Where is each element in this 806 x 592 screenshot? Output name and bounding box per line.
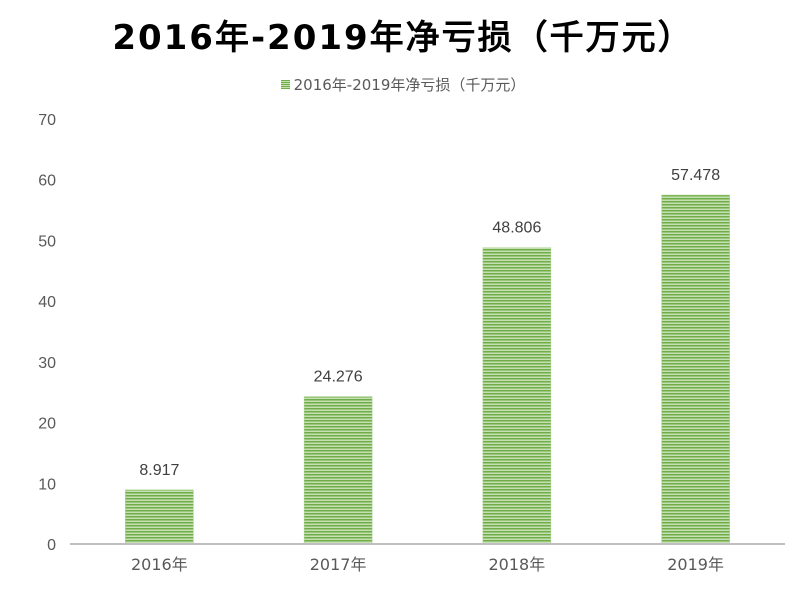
- y-tick-label: 40: [38, 294, 56, 311]
- y-tick-label: 0: [47, 537, 56, 554]
- y-tick-label: 30: [38, 355, 56, 372]
- data-label: 24.276: [314, 369, 363, 386]
- x-tick-label: 2017年: [310, 555, 367, 574]
- legend: 2016年-2019年净亏损（千万元）: [0, 74, 806, 95]
- data-label: 48.806: [492, 220, 541, 237]
- legend-swatch: [280, 80, 290, 89]
- chart-title: 2016年-2019年净亏损（千万元）: [112, 18, 694, 58]
- data-label: 57.478: [671, 167, 720, 184]
- y-tick-label: 50: [38, 233, 56, 250]
- y-tick-label: 70: [38, 112, 56, 129]
- x-tick-label: 2018年: [489, 555, 546, 574]
- data-label: 8.917: [139, 462, 179, 479]
- bar: [303, 396, 373, 545]
- legend-label: 2016年-2019年净亏损（千万元）: [293, 76, 526, 94]
- y-tick-label: 60: [38, 173, 56, 190]
- x-tick-label: 2016年: [131, 555, 188, 574]
- bar: [125, 489, 194, 545]
- y-tick-label: 20: [38, 416, 56, 433]
- bar: [482, 247, 552, 545]
- x-tick-label: 2019年: [667, 555, 724, 574]
- bar: [661, 194, 730, 545]
- y-tick-label: 10: [38, 476, 56, 493]
